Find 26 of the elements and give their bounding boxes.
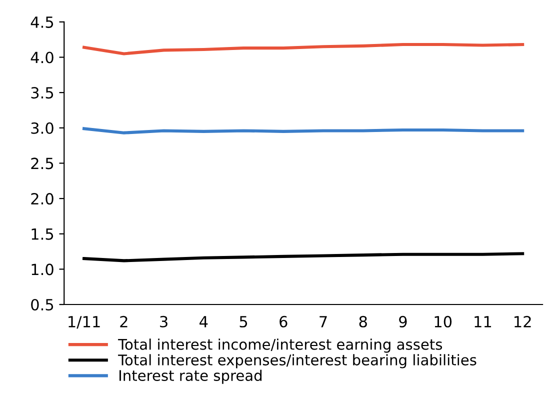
- y-tick-label: 1.5: [32, 228, 54, 240]
- x-tick-label: 7: [320, 316, 327, 328]
- x-tick-label: 6: [280, 316, 288, 328]
- x-tick-label: 4: [200, 316, 208, 328]
- x-tick-label: 11: [474, 316, 492, 328]
- x-tick-label: 3: [160, 316, 168, 328]
- y-tick-label: 1.0: [32, 264, 54, 276]
- y-tick-label: 3.0: [31, 122, 54, 134]
- y-tick-label: 3.5: [31, 87, 54, 99]
- x-tick-label: 10: [434, 316, 452, 328]
- x-tick-label: 1/11: [68, 316, 100, 329]
- x-tick-label: 5: [240, 316, 248, 328]
- y-tick-label: 4.0: [30, 52, 54, 64]
- legend-label: Total interest expenses/interest bearing liabilities: [118, 354, 476, 368]
- x-tick-label: 2: [120, 316, 128, 328]
- legend-label: Interest rate spread: [120, 370, 262, 384]
- legend-label: Total interest income/interest earning assets: [118, 338, 442, 353]
- x-tick-label: 9: [399, 316, 407, 328]
- x-tick-label: 12: [514, 316, 531, 328]
- y-tick-label: 0.5: [31, 298, 54, 311]
- y-tick-label: 2.0: [31, 193, 54, 205]
- y-tick-label: 4.5: [30, 16, 54, 28]
- line-series: [82, 252, 524, 262]
- x-tick-label: 8: [359, 316, 367, 328]
- line-series: [82, 43, 524, 56]
- y-tick-label: 2.5: [31, 158, 54, 170]
